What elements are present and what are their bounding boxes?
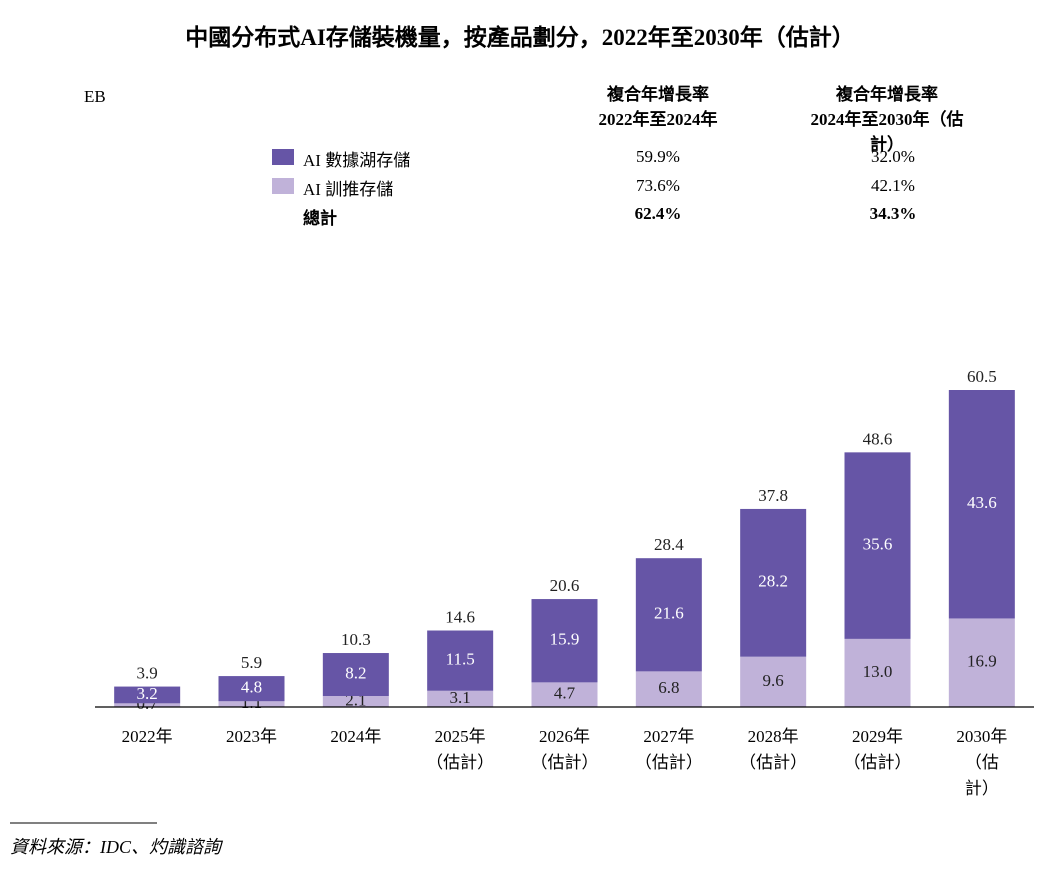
bar-segment xyxy=(322,653,389,696)
total-label: 5.9 xyxy=(241,653,262,672)
value-label: 3.2 xyxy=(137,684,158,703)
total-label: 60.5 xyxy=(967,367,997,386)
x-tick-label: 2029年 （估計） xyxy=(843,727,912,772)
value-label: 16.9 xyxy=(967,652,997,671)
bar-segment xyxy=(427,630,494,691)
unit-label: EB xyxy=(84,87,106,106)
bar-segment xyxy=(218,676,285,702)
value-label: 8.2 xyxy=(345,663,366,682)
bar-segment xyxy=(322,695,389,707)
bar-segment xyxy=(740,508,807,657)
x-tick-label: 2025年 （估計） xyxy=(426,727,495,772)
value-label: 3.1 xyxy=(450,688,471,707)
table-cell: 42.1% xyxy=(871,176,915,195)
x-tick-label: 2030年 （估計） xyxy=(956,727,1008,798)
value-label: 9.6 xyxy=(763,671,784,690)
bar-segment xyxy=(427,690,494,707)
bar-segment xyxy=(218,701,285,707)
value-label: 4.7 xyxy=(554,684,576,703)
total-label: 10.3 xyxy=(341,630,371,649)
bar-segment xyxy=(635,558,702,672)
value-label: 28.2 xyxy=(758,572,788,591)
total-label: 48.6 xyxy=(863,429,893,448)
x-tick-label: 2023年 xyxy=(226,727,277,746)
table-cell: 62.4% xyxy=(634,204,682,223)
chart-title: 中國分布式AI存儲裝機量，按產品劃分，2022年至2030年（估計） xyxy=(185,25,855,50)
table-header: 複合年增長率 2022年至2024年 xyxy=(598,85,718,129)
table-total-label: 總計 xyxy=(303,209,337,228)
legend-label: AI 訓推存儲 xyxy=(303,180,394,199)
legend-label: AI 數據湖存儲 xyxy=(303,151,411,170)
bar-segment xyxy=(740,656,807,707)
value-label: 6.8 xyxy=(658,678,679,697)
value-label: 11.5 xyxy=(446,650,475,669)
bar-segment xyxy=(114,686,181,704)
bar-segment xyxy=(531,599,598,683)
value-label: 4.8 xyxy=(241,678,262,697)
value-label: 35.6 xyxy=(863,535,893,554)
total-label: 20.6 xyxy=(550,576,580,595)
x-tick-label: 2027年 （估計） xyxy=(634,727,703,772)
bar-segment xyxy=(531,682,598,707)
x-tick-label: 2022年 xyxy=(121,727,173,746)
bar-segment xyxy=(948,390,1015,619)
bar-segment xyxy=(844,452,911,639)
table-header: 複合年增長率 2024年至2030年（估計） xyxy=(810,85,964,154)
bar-segment xyxy=(844,638,911,707)
table-cell: 73.6% xyxy=(636,176,680,195)
value-label: 43.6 xyxy=(967,493,997,512)
legend-swatch xyxy=(272,149,294,165)
bar-segment xyxy=(114,703,181,707)
table-cell: 34.3% xyxy=(869,204,917,223)
total-label: 3.9 xyxy=(137,663,158,682)
bar-segment xyxy=(635,671,702,707)
table-cell: 59.9% xyxy=(636,147,680,166)
value-label: 13.0 xyxy=(863,662,893,681)
source: 資料來源：IDC、灼識諮詢 xyxy=(10,837,221,857)
table-cell: 32.0% xyxy=(871,147,915,166)
total-label: 14.6 xyxy=(445,607,475,626)
legend-swatch xyxy=(272,178,294,194)
x-tick-label: 2024年 xyxy=(330,727,382,746)
bar-segment xyxy=(948,618,1015,707)
x-tick-label: 2026年 （估計） xyxy=(530,727,599,772)
total-label: 37.8 xyxy=(758,486,788,505)
x-tick-label: 2028年 （估計） xyxy=(739,727,808,772)
total-label: 28.4 xyxy=(654,535,684,554)
value-label: 21.6 xyxy=(654,604,684,623)
value-label: 15.9 xyxy=(550,630,580,649)
